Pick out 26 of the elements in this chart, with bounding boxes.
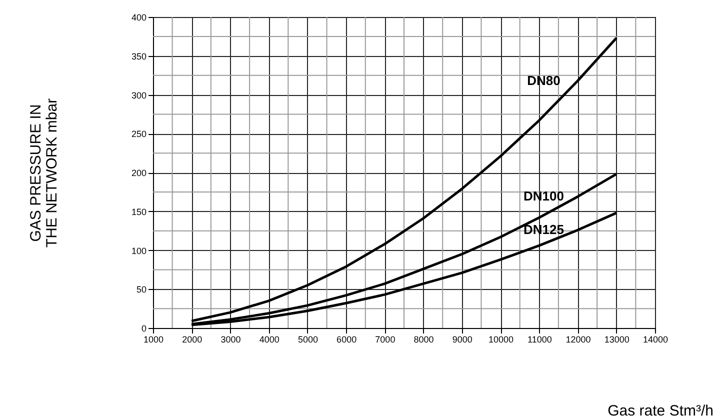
x-tick-label: 2000: [182, 334, 202, 344]
y-tick-label: 0: [141, 324, 146, 334]
x-tick-label: 14000: [642, 334, 668, 344]
x-tick-label: 3000: [220, 334, 241, 344]
x-tick-label: 1000: [143, 334, 164, 344]
y-tick-label: 200: [131, 168, 146, 178]
x-tick-label: 7000: [375, 334, 396, 344]
x-tick-label: 9000: [452, 334, 472, 344]
x-tick-label: 11000: [527, 334, 552, 344]
y-tick-label: 250: [131, 129, 146, 140]
x-tick-label: 4000: [259, 334, 280, 344]
x-tick-label: 10000: [488, 334, 514, 344]
y-tick-label: 150: [131, 206, 146, 217]
y-tick-label: 400: [131, 12, 146, 22]
y-tick-label: 100: [131, 246, 146, 256]
x-tick-label: 5000: [298, 334, 318, 344]
y-axis-title: GAS PRESSURE IN THE NETWORK mbar: [28, 98, 60, 248]
x-tick-label: 12000: [566, 334, 591, 344]
x-axis-title: Gas rate Stm³/h: [608, 402, 714, 419]
x-tick-label: 13000: [604, 334, 630, 344]
y-tick-label: 50: [136, 284, 146, 295]
y-tick-label: 350: [131, 51, 146, 62]
y-tick-label: 300: [131, 90, 146, 100]
x-tick-label: 8000: [414, 334, 434, 344]
series-label: DN125: [524, 222, 564, 238]
x-tick-label: 6000: [336, 334, 357, 344]
